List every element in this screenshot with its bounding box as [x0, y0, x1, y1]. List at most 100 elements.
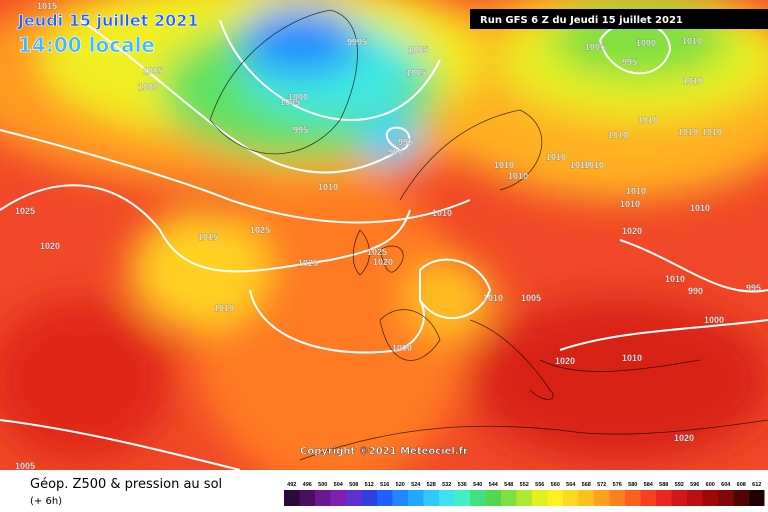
scale-label: 584 — [644, 482, 654, 488]
isobar-labels: 1015100510009995100510051005100099599599… — [15, 1, 761, 471]
isobar-label: 1005 — [406, 68, 426, 78]
scale-label: 576 — [613, 482, 622, 488]
scale-label: 556 — [535, 482, 544, 488]
copyright: Copyright ©2021 Meteociel.fr — [300, 446, 468, 457]
scale-label: 500 — [318, 482, 327, 488]
scale-swatch — [640, 490, 656, 506]
run-box — [470, 9, 768, 29]
isobar-label: 1010 — [494, 160, 514, 170]
isobar-label: 1005 — [280, 97, 300, 107]
scale-label: 532 — [442, 482, 451, 488]
scale-swatch — [609, 490, 625, 506]
scale-swatch — [485, 490, 501, 506]
isobar-label: 1025 — [298, 258, 318, 268]
scale-label: 564 — [566, 482, 576, 488]
isobar-label: 1010 — [546, 152, 566, 162]
isobar-label: 1000 — [288, 92, 308, 102]
scale-swatch — [392, 490, 408, 506]
scale-swatch — [563, 490, 579, 506]
isobar-label: 1005 — [15, 461, 35, 471]
isobar-label: 1025 — [250, 225, 270, 235]
scale-label: 560 — [551, 482, 560, 488]
scale-swatch — [330, 490, 346, 506]
isobar-label: 1010 — [702, 127, 722, 137]
scale-swatch — [594, 490, 610, 506]
isobar-label: 1010 — [678, 127, 698, 137]
isobar-label: 995 — [622, 57, 637, 67]
scale-label: 496 — [303, 482, 312, 488]
isobar-label: 1020 — [373, 257, 393, 267]
scale-swatch — [702, 490, 718, 506]
scale-swatch — [733, 490, 749, 506]
scale-label: 536 — [458, 482, 467, 488]
isobar-label: 1010 — [682, 36, 702, 46]
isobar-label: 1010 — [570, 160, 590, 170]
scale-swatch — [315, 490, 331, 506]
isobar-label: 1000 — [636, 38, 656, 48]
scale-label: 540 — [473, 482, 482, 488]
isobar-label: 995 — [398, 137, 413, 147]
isobar-label: 1000 — [704, 315, 724, 325]
scale-label: 552 — [520, 482, 529, 488]
scale-label: 524 — [411, 482, 421, 488]
isobar-label: 1010 — [683, 76, 703, 86]
isobar-label: 990 — [388, 147, 403, 157]
isobar-label: 995 — [746, 283, 761, 293]
footer-subtitle: (+ 6h) — [30, 496, 62, 507]
scale-label: 604 — [721, 482, 731, 488]
scale-label: 504 — [334, 482, 344, 488]
field: 1015100510009995100510051005100099599599… — [0, 0, 768, 471]
scale-swatch — [423, 490, 439, 506]
scale-swatch — [284, 490, 300, 506]
isobar-label: 1015 — [198, 232, 218, 242]
isobar-label: 1000 — [138, 82, 158, 92]
scale-swatch — [625, 490, 641, 506]
isobar-label: 1020 — [40, 241, 60, 251]
scale-swatch — [532, 490, 548, 506]
scale-swatch — [671, 490, 687, 506]
run-label: Run GFS 6 Z du Jeudi 15 juillet 2021 — [480, 15, 683, 26]
scale-swatch — [454, 490, 470, 506]
isobar-label: 1025 — [367, 247, 387, 257]
scale-label: 596 — [690, 482, 699, 488]
isobar-label: 1010 — [508, 171, 528, 181]
scale-swatch — [470, 490, 486, 506]
scale-label: 528 — [427, 482, 436, 488]
isobar-label: 1020 — [555, 356, 575, 366]
scale-swatch — [501, 490, 517, 506]
isobar-label: 1010 — [620, 199, 640, 209]
isobar-label: 1000 — [392, 343, 412, 353]
scale-swatch — [516, 490, 532, 506]
time-label: 14:00 locale — [18, 33, 155, 57]
scale-swatch — [361, 490, 377, 506]
scale-swatch — [718, 490, 734, 506]
isobar-label: 995 — [293, 125, 308, 135]
scale-swatch — [749, 490, 765, 506]
scale-label: 588 — [659, 482, 668, 488]
isobar-label: 1010 — [214, 303, 234, 313]
scale-label: 580 — [628, 482, 637, 488]
isobar-label: 1010 — [638, 115, 658, 125]
scale-swatch — [408, 490, 424, 506]
scale-swatch — [299, 490, 315, 506]
isobar-label: 1010 — [608, 130, 628, 140]
scale-swatch — [547, 490, 563, 506]
isobar-label: 1010 — [432, 208, 452, 218]
isobar-label: 1010 — [584, 160, 604, 170]
scale-label: 608 — [737, 482, 746, 488]
scale-label: 508 — [349, 482, 358, 488]
footer-title: Géop. Z500 & pression au sol — [30, 477, 222, 492]
scale-label: 592 — [675, 482, 684, 488]
scale-label: 516 — [380, 482, 389, 488]
isobar-label: 1005 — [585, 42, 605, 52]
isobar-label: 1010 — [483, 293, 503, 303]
date-label: Jeudi 15 juillet 2021 — [17, 11, 198, 30]
isobar-label: 1015 — [37, 1, 57, 11]
scale-swatch — [377, 490, 393, 506]
isobar-label: 1005 — [408, 45, 428, 55]
scale-swatch — [578, 490, 594, 506]
scale-label: 544 — [489, 482, 499, 488]
isobar-label: 1020 — [622, 226, 642, 236]
